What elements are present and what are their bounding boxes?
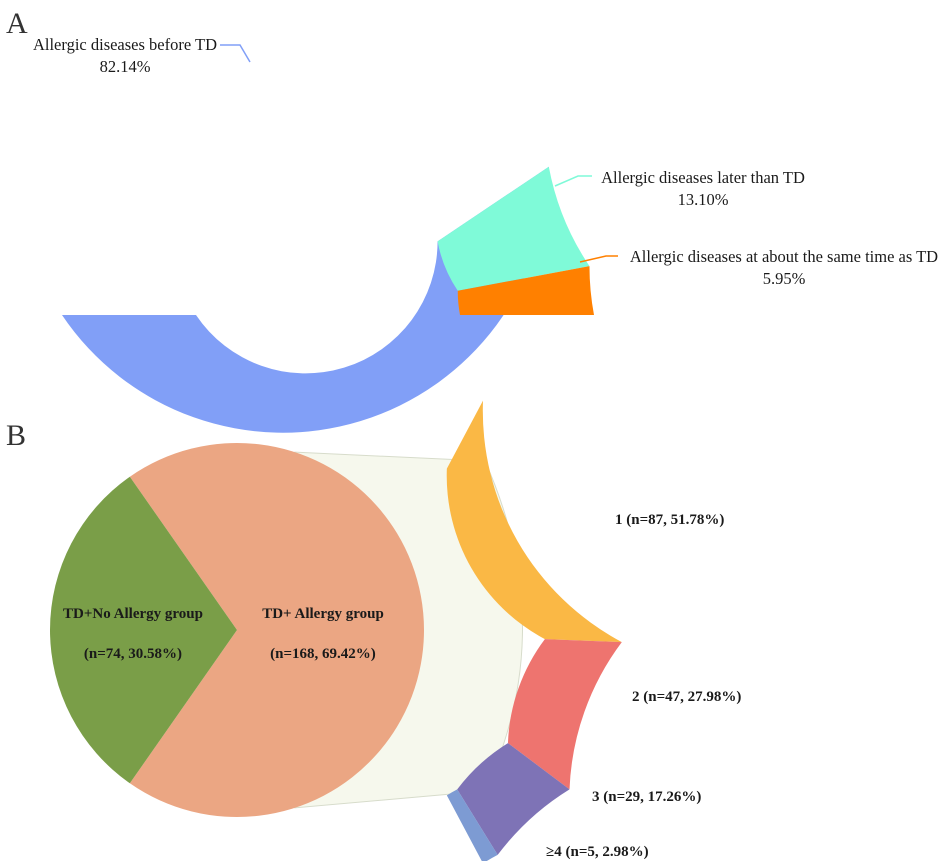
arc-segment-1 (446, 400, 622, 643)
label-td-no-allergy: TD+No Allergy group (n=74, 30.58%) (63, 606, 203, 662)
slice-td-allergy (129, 443, 424, 817)
label-td-allergy-line: TD+ Allergy group (262, 606, 384, 622)
arc-segment-3 (457, 743, 570, 855)
label-arc-1-line: 1 (n=87, 51.78%) (615, 512, 724, 528)
slice-before-td (62, 166, 549, 433)
label-arc-3: 3 (n=29, 17.26%) (592, 789, 701, 805)
label-before-td: Allergic diseases before TD 82.14% (33, 35, 217, 76)
label-arc-1: 1 (n=87, 51.78%) (615, 512, 724, 528)
label-same-time-td: Allergic diseases at about the same time… (630, 247, 938, 288)
slice-later-than-td (437, 166, 590, 291)
label-td-no-allergy-line: (n=74, 30.58%) (84, 646, 182, 662)
label-arc-4plus-line: ≥4 (n=5, 2.98%) (546, 844, 649, 860)
leader-line-1 (220, 44, 251, 63)
chart-b: TD+No Allergy group (n=74, 30.58%) TD+ All… (49, 400, 741, 861)
label-td-allergy: TD+ Allergy group (n=168, 69.42%) (262, 606, 384, 662)
label-arc-2-line: 2 (n=47, 27.98%) (632, 689, 741, 705)
slice-same-time-td (457, 266, 594, 315)
label-arc-2: 2 (n=47, 27.98%) (632, 689, 741, 705)
arc-segment-4plus (446, 789, 498, 861)
label-same-time-td-line: Allergic diseases at about the same time… (630, 247, 938, 266)
panel-b-label: B (6, 419, 26, 452)
label-later-than-td-line: 13.10% (678, 190, 729, 209)
label-arc-3-line: 3 (n=29, 17.26%) (592, 789, 701, 805)
leader-line-2 (554, 175, 592, 187)
label-later-than-td-line: Allergic diseases later than TD (601, 168, 805, 187)
label-same-time-td-line: 5.95% (763, 269, 806, 288)
label-later-than-td: Allergic diseases later than TD 13.10% (601, 168, 805, 209)
panel-a-label: A (6, 7, 28, 40)
label-arc-4plus: ≥4 (n=5, 2.98%) (546, 844, 649, 860)
arc-segment-2 (507, 639, 622, 790)
label-before-td-line: 82.14% (100, 57, 151, 76)
chart-a: Allergic diseases before TD 82.14%Allergi… (33, 35, 938, 433)
label-td-allergy-line: (n=168, 69.42%) (270, 646, 376, 662)
label-td-no-allergy-line: TD+No Allergy group (63, 606, 203, 622)
slice-td-no-allergy (49, 476, 237, 784)
label-before-td-line: Allergic diseases before TD (33, 35, 217, 54)
leader-line-3 (579, 255, 618, 263)
